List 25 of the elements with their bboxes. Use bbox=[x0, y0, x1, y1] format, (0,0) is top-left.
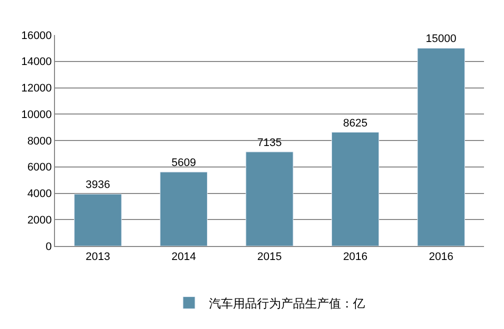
y-tick-label: 14000 bbox=[21, 56, 52, 68]
x-tick-label: 2013 bbox=[86, 251, 110, 264]
y-tick-label: 10000 bbox=[21, 108, 52, 121]
data-label: 5609 bbox=[171, 157, 196, 170]
bar bbox=[331, 132, 380, 246]
data-label: 8625 bbox=[343, 117, 368, 130]
bar bbox=[74, 194, 122, 246]
x-tick-label: 2014 bbox=[171, 251, 196, 264]
y-tick-label: 2000 bbox=[27, 214, 52, 226]
bar bbox=[417, 48, 465, 246]
y-tick-label: 6000 bbox=[27, 162, 52, 174]
data-label: 15000 bbox=[426, 33, 456, 46]
data-label: 3936 bbox=[86, 179, 110, 192]
y-tick-label: 0 bbox=[46, 240, 52, 253]
legend-label: 汽车用品行为产品生产值：亿 bbox=[209, 296, 365, 310]
x-tick-label: 2016 bbox=[343, 251, 368, 264]
x-tick-label: 2016 bbox=[428, 251, 454, 264]
y-tick-label: 16000 bbox=[21, 30, 52, 42]
bar bbox=[160, 172, 208, 246]
x-tick-label: 2015 bbox=[257, 251, 282, 264]
data-label: 7135 bbox=[257, 136, 282, 149]
y-tick-label: 8000 bbox=[27, 135, 52, 148]
bar bbox=[246, 152, 294, 246]
y-tick-label: 12000 bbox=[21, 82, 52, 95]
y-tick-label: 4000 bbox=[27, 188, 52, 200]
